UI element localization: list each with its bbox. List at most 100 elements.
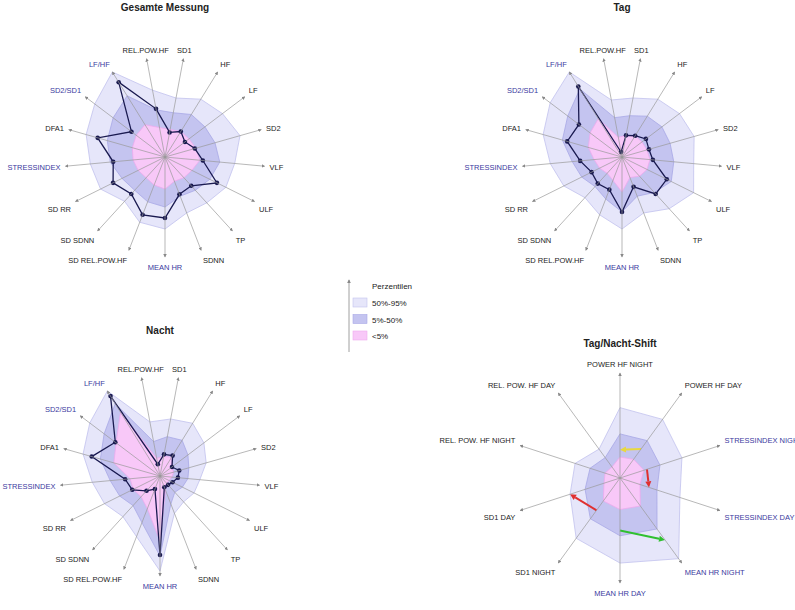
axis-label: SD REL.POW.HF bbox=[68, 256, 127, 265]
canvas: Gesamte Messung REL.POW.HF SD1 HF LF SD2 VLF UL… bbox=[0, 0, 795, 610]
axis-label: SD2/SD1 bbox=[45, 405, 76, 414]
axis-line bbox=[520, 446, 620, 478]
axis-label: TP bbox=[236, 236, 246, 245]
axis-label: STRESSINDEX bbox=[3, 482, 56, 491]
axis-line bbox=[60, 476, 160, 485]
axis-label: TP bbox=[231, 555, 241, 564]
axis-line bbox=[165, 157, 265, 166]
shift-arrow bbox=[647, 469, 648, 481]
axis-label: DFA1 bbox=[45, 124, 64, 133]
axis-line bbox=[129, 157, 165, 250]
legend-swatch bbox=[353, 331, 367, 340]
shift-arrow bbox=[575, 497, 596, 510]
plot-area bbox=[543, 72, 694, 229]
axis-line bbox=[165, 157, 255, 202]
axis-label: SD2 bbox=[266, 124, 281, 133]
chart-title: Nacht bbox=[146, 325, 174, 336]
axis-line bbox=[620, 373, 621, 478]
chart-title: Gesamte Messung bbox=[121, 2, 209, 13]
axis-label: MEAN HR bbox=[148, 263, 183, 272]
axis-label: REL. POW. HF DAY bbox=[488, 381, 555, 390]
axis-line bbox=[93, 476, 160, 550]
percentile-band bbox=[86, 72, 240, 229]
axis-line bbox=[70, 476, 160, 521]
axis-line bbox=[532, 157, 622, 202]
axis-line bbox=[65, 157, 165, 166]
axis-label: SD RR bbox=[48, 205, 72, 214]
axis-line bbox=[85, 97, 165, 157]
axis-label: POWER HF NIGHT bbox=[587, 360, 653, 369]
axis-line bbox=[160, 449, 256, 476]
axis-label: ULF bbox=[716, 205, 731, 214]
axis-line bbox=[165, 130, 261, 157]
axis-label: MEAN HR NIGHT bbox=[685, 568, 745, 577]
axis-line bbox=[124, 476, 160, 569]
axis-label: ULF bbox=[259, 205, 274, 214]
legend: Perzentilen50%-95%5%-50%<5% bbox=[349, 280, 412, 352]
percentile-band bbox=[83, 391, 206, 571]
plot-area bbox=[83, 391, 206, 571]
plot-area bbox=[570, 408, 682, 563]
axis-label: REL.POW.HF bbox=[123, 46, 170, 55]
axis-label: SD SDNN bbox=[60, 236, 94, 245]
axis-label: SD2 bbox=[261, 443, 276, 452]
axis-label: HF bbox=[220, 60, 230, 69]
axis-line bbox=[542, 97, 622, 157]
axis-line bbox=[160, 476, 227, 550]
axis-label: REL. POW. HF NIGHT bbox=[440, 436, 516, 445]
axis-line bbox=[620, 393, 682, 478]
axis-line bbox=[98, 157, 165, 231]
shift-arrow-head bbox=[570, 494, 577, 500]
axis-label: SD1 bbox=[172, 365, 187, 374]
percentile-band bbox=[588, 119, 650, 192]
axis-label: MEAN HR bbox=[605, 263, 640, 272]
axis-label: SD1 bbox=[177, 46, 192, 55]
radar-chart: Gesamte MessungREL.POW.HFSD1HFLFSD2VLFUL… bbox=[8, 2, 284, 272]
axis-label: REL.POW.HF bbox=[580, 46, 627, 55]
axis-line bbox=[622, 97, 702, 157]
axis-line bbox=[165, 157, 232, 231]
axis-label: SD2/SD1 bbox=[507, 86, 538, 95]
chart-title: Tag/Nacht-Shift bbox=[583, 338, 657, 349]
legend-swatch bbox=[353, 315, 367, 324]
axis-label: LF/HF bbox=[84, 379, 105, 388]
axis-label: LF bbox=[244, 405, 253, 414]
axis-label: TP bbox=[693, 236, 703, 245]
axis-line bbox=[555, 157, 622, 231]
axis-line bbox=[107, 391, 160, 476]
axis-label: SD RR bbox=[505, 205, 529, 214]
axis-label: DFA1 bbox=[502, 124, 521, 133]
data-line bbox=[92, 396, 180, 555]
shift-arrow bbox=[626, 448, 641, 450]
axis-label: STRESSINDEX NIGHT bbox=[725, 436, 795, 445]
axis-label: SD SDNN bbox=[517, 236, 551, 245]
axis-label: STRESSINDEX DAY bbox=[725, 513, 795, 522]
axis-line bbox=[520, 478, 620, 510]
axis-line bbox=[165, 157, 201, 250]
axis-line bbox=[160, 476, 161, 576]
axis-label: LF bbox=[706, 86, 715, 95]
shift-arrow-head bbox=[620, 446, 626, 452]
legend-swatch bbox=[353, 298, 367, 307]
axis-label: SD1 bbox=[634, 46, 649, 55]
axis-label: HF bbox=[215, 379, 225, 388]
axis-label: DFA1 bbox=[40, 443, 59, 452]
axis-line bbox=[620, 478, 720, 510]
percentile-band bbox=[543, 72, 694, 229]
axis-line bbox=[75, 157, 165, 202]
legend-title: Perzentilen bbox=[372, 282, 412, 291]
radar-chart: NachtREL.POW.HFSD1HFLFSD2VLFULFTPSDNNMEA… bbox=[3, 325, 279, 591]
axis-label: POWER HF DAY bbox=[685, 381, 742, 390]
radar-chart: Tag/Nacht-Shift POWER HF NIGHT POWER HF DA… bbox=[440, 338, 795, 598]
axis-line bbox=[622, 157, 689, 231]
axis-line bbox=[522, 157, 622, 166]
axis-label: MEAN HR DAY bbox=[594, 589, 646, 598]
axis-label: VLF bbox=[727, 163, 741, 172]
axis-line bbox=[558, 478, 620, 563]
legend-label: 50%-95% bbox=[372, 299, 407, 308]
axis-line bbox=[620, 478, 621, 583]
axis-label: SD1 NIGHT bbox=[515, 568, 555, 577]
plot-area bbox=[86, 72, 240, 229]
percentile-band bbox=[570, 408, 682, 563]
axis-label: STRESSINDEX bbox=[8, 163, 61, 172]
